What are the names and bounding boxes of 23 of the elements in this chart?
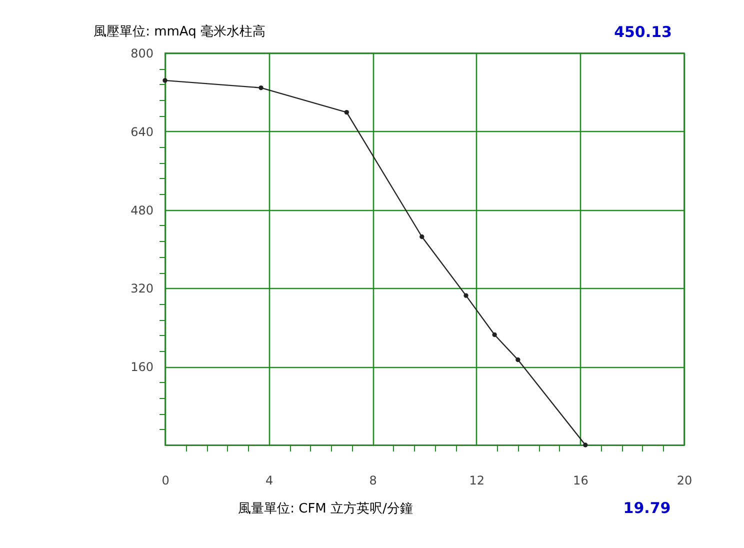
y-tick-label: 640 xyxy=(130,124,154,139)
point xyxy=(492,332,497,338)
y-tick-label: 320 xyxy=(130,282,154,296)
x-axis-title: 風量單位: CFM 立方英呎/分鐘 xyxy=(238,500,413,516)
point xyxy=(258,85,264,90)
y-tick-label: 800 xyxy=(130,46,154,60)
x-tick-label: 0 xyxy=(162,474,170,488)
text: 450.13 xyxy=(614,23,672,41)
x-tick-label: 12 xyxy=(469,474,485,488)
x-tick-label: 20 xyxy=(676,474,692,488)
point xyxy=(344,110,349,115)
y-axis-title: 風壓單位: mmAq 毫米水柱高 xyxy=(94,24,266,40)
point xyxy=(162,78,168,83)
x-tick-label: 4 xyxy=(265,474,274,488)
x-tick-label: 16 xyxy=(573,474,588,488)
point xyxy=(516,357,520,362)
text: 19.79 xyxy=(623,499,671,517)
y-tick-label: 160 xyxy=(130,360,154,374)
point xyxy=(464,293,468,298)
point xyxy=(420,234,424,240)
y-tick-label: 480 xyxy=(130,203,154,218)
point xyxy=(583,442,588,448)
x-tick-label: 8 xyxy=(369,474,377,488)
